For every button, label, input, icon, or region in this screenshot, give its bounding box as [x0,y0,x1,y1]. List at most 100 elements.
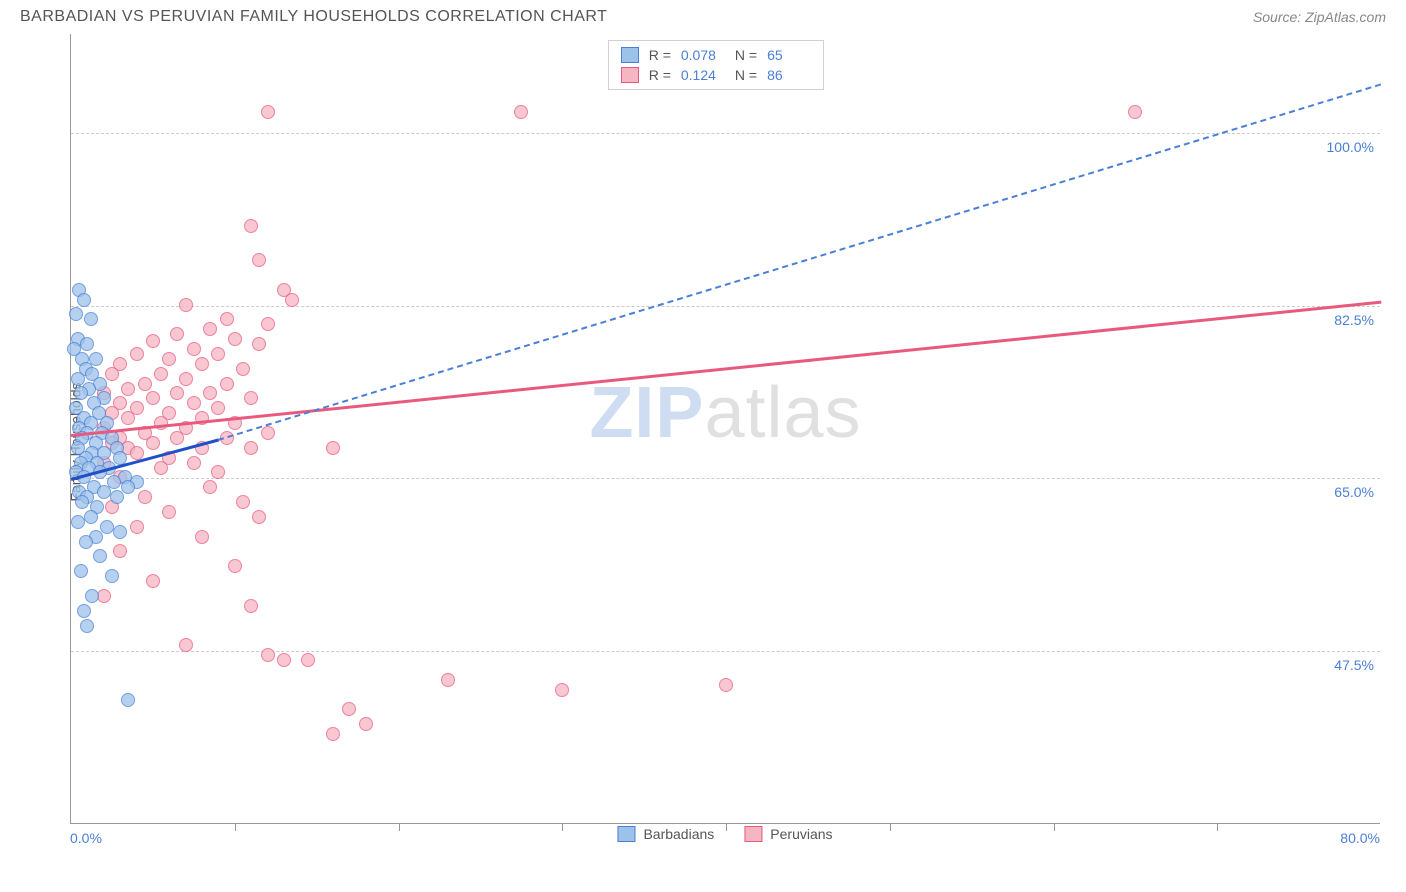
point-barbadians [110,490,124,504]
point-peruvians [252,337,266,351]
point-peruvians [203,322,217,336]
point-barbadians [105,569,119,583]
point-peruvians [326,441,340,455]
y-tick-label: 65.0% [1334,484,1374,500]
point-peruvians [252,510,266,524]
point-peruvians [146,436,160,450]
point-peruvians [228,559,242,573]
y-tick-label: 100.0% [1327,139,1374,155]
point-peruvians [162,505,176,519]
point-peruvians [261,426,275,440]
source-attribution: Source: ZipAtlas.com [1253,9,1386,25]
chart-title: BARBADIAN VS PERUVIAN FAMILY HOUSEHOLDS … [20,8,607,26]
point-peruvians [220,312,234,326]
swatch-peruvians [621,67,639,83]
point-peruvians [146,334,160,348]
swatch-barbadians [617,826,635,842]
point-peruvians [170,327,184,341]
point-peruvians [211,347,225,361]
point-barbadians [74,386,88,400]
legend-row-barbadians: R = 0.078 N = 65 [621,45,811,65]
legend-item-barbadians: Barbadians [617,826,714,842]
y-tick-label: 82.5% [1334,312,1374,328]
x-axis-max-label: 80.0% [1340,830,1380,846]
point-barbadians [71,515,85,529]
point-peruvians [146,574,160,588]
point-barbadians [85,589,99,603]
correlation-legend: R = 0.078 N = 65 R = 0.124 N = 86 [608,40,824,90]
point-peruvians [154,461,168,475]
point-peruvians [719,678,733,692]
point-peruvians [170,386,184,400]
point-peruvians [1128,105,1142,119]
point-peruvians [138,377,152,391]
legend-row-peruvians: R = 0.124 N = 86 [621,65,811,85]
gridline [71,133,1380,134]
legend-label: Peruvians [770,826,832,842]
watermark: ZIPatlas [589,372,861,454]
x-axis-min-label: 0.0% [70,830,102,846]
point-peruvians [261,105,275,119]
point-peruvians [211,465,225,479]
point-peruvians [441,673,455,687]
point-peruvians [195,530,209,544]
point-peruvians [261,648,275,662]
point-peruvians [236,495,250,509]
gridline [71,306,1380,307]
point-peruvians [301,653,315,667]
point-peruvians [203,386,217,400]
point-peruvians [113,544,127,558]
point-peruvians [154,416,168,430]
point-barbadians [113,525,127,539]
point-peruvians [105,367,119,381]
point-barbadians [97,485,111,499]
point-peruvians [179,638,193,652]
point-peruvians [211,401,225,415]
point-barbadians [84,510,98,524]
point-peruvians [261,317,275,331]
series-legend: Barbadians Peruvians [617,826,832,842]
point-barbadians [74,564,88,578]
point-peruvians [187,456,201,470]
legend-item-peruvians: Peruvians [744,826,832,842]
y-tick-label: 47.5% [1334,657,1374,673]
point-peruvians [154,367,168,381]
chart-container: Family Households ZIPatlas R = 0.078 N =… [20,34,1386,850]
point-peruvians [195,357,209,371]
point-barbadians [93,549,107,563]
point-peruvians [130,446,144,460]
point-peruvians [170,431,184,445]
point-peruvians [326,727,340,741]
point-peruvians [555,683,569,697]
swatch-peruvians [744,826,762,842]
point-peruvians [285,293,299,307]
x-axis: 0.0% Barbadians Peruvians 80.0% [70,824,1380,850]
point-peruvians [244,391,258,405]
point-barbadians [121,693,135,707]
trendline-extension [218,83,1381,440]
point-peruvians [236,362,250,376]
point-peruvians [179,298,193,312]
point-peruvians [179,372,193,386]
plot-area: ZIPatlas R = 0.078 N = 65 R = 0.124 N = … [70,34,1380,824]
point-peruvians [162,352,176,366]
point-peruvians [130,520,144,534]
point-peruvians [359,717,373,731]
point-peruvians [244,599,258,613]
point-barbadians [84,312,98,326]
point-barbadians [121,480,135,494]
point-barbadians [80,619,94,633]
point-peruvians [514,105,528,119]
point-peruvians [342,702,356,716]
point-barbadians [75,495,89,509]
swatch-barbadians [621,47,639,63]
point-peruvians [244,219,258,233]
point-peruvians [244,441,258,455]
point-peruvians [138,490,152,504]
point-peruvians [203,480,217,494]
gridline [71,478,1380,479]
point-peruvians [228,332,242,346]
point-peruvians [277,653,291,667]
point-peruvians [146,391,160,405]
point-barbadians [80,337,94,351]
